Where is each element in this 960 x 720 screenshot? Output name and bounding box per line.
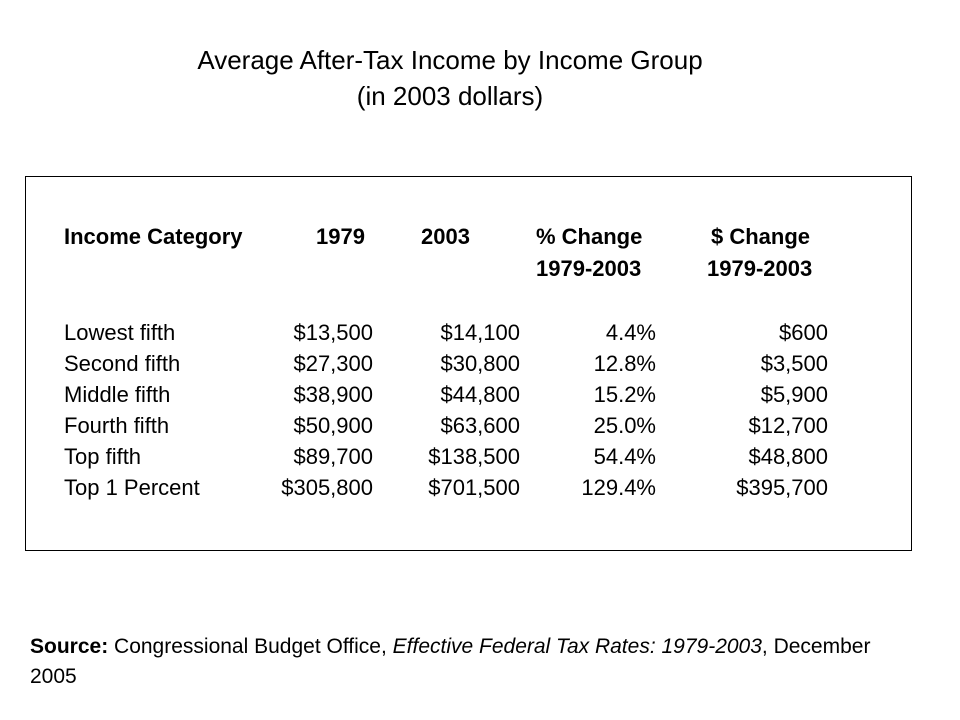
row-label: Lowest fifth [64,320,176,345]
value-pct-change: 54.4% [593,444,656,469]
value-2003: $30,800 [440,351,520,376]
value-pct-change: 4.4% [605,320,656,345]
header-1979: 1979 [316,224,365,249]
value-dollar-change: $5,900 [760,382,828,407]
value-1979: $89,700 [293,444,373,469]
value-dollar-change: $12,700 [748,413,828,438]
value-2003: $701,500 [428,475,520,500]
value-dollar-change: $3,500 [760,351,828,376]
header-income-category: Income Category [64,224,243,249]
source-note: Source: Congressional Budget Office, Eff… [30,632,910,692]
header-dollar-change-period: 1979-2003 [707,256,813,281]
header-pct-change-period: 1979-2003 [536,256,642,281]
header-pct-change: % Change [536,224,643,249]
header-dollar-change: $ Change [711,224,811,249]
value-1979: $305,800 [281,475,373,500]
row-label: Top 1 Percent [64,475,200,500]
source-date: , December 2005 [30,635,871,688]
value-dollar-change: $600 [779,320,828,345]
value-pct-change: 25.0% [593,413,656,438]
value-pct-change: 129.4% [581,475,656,500]
value-pct-change: 15.2% [593,382,656,407]
source-text: Congressional Budget Office, [108,635,393,658]
title-line-1: Average After-Tax Income by Income Group [197,45,703,75]
value-2003: $63,600 [440,413,520,438]
chart-title: Average After-Tax Income by Income Group… [0,42,900,114]
income-table: Income Category 1979 2003 % Change $ Cha… [25,176,912,551]
value-1979: $27,300 [293,351,373,376]
row-label: Second fifth [64,351,181,376]
value-2003: $44,800 [440,382,520,407]
value-2003: $14,100 [440,320,520,345]
row-label: Middle fifth [64,382,171,407]
value-dollar-change: $395,700 [736,475,828,500]
title-line-2: (in 2003 dollars) [356,81,544,111]
source-publication: Effective Federal Tax Rates: 1979-2003 [392,635,762,658]
value-1979: $13,500 [293,320,373,345]
value-1979: $38,900 [293,382,373,407]
header-2003: 2003 [421,224,470,249]
row-label: Top fifth [64,444,142,469]
value-dollar-change: $48,800 [748,444,828,469]
source-label: Source: [30,635,109,658]
value-pct-change: 12.8% [593,351,656,376]
value-1979: $50,900 [293,413,373,438]
value-2003: $138,500 [428,444,520,469]
row-label: Fourth fifth [64,413,170,438]
